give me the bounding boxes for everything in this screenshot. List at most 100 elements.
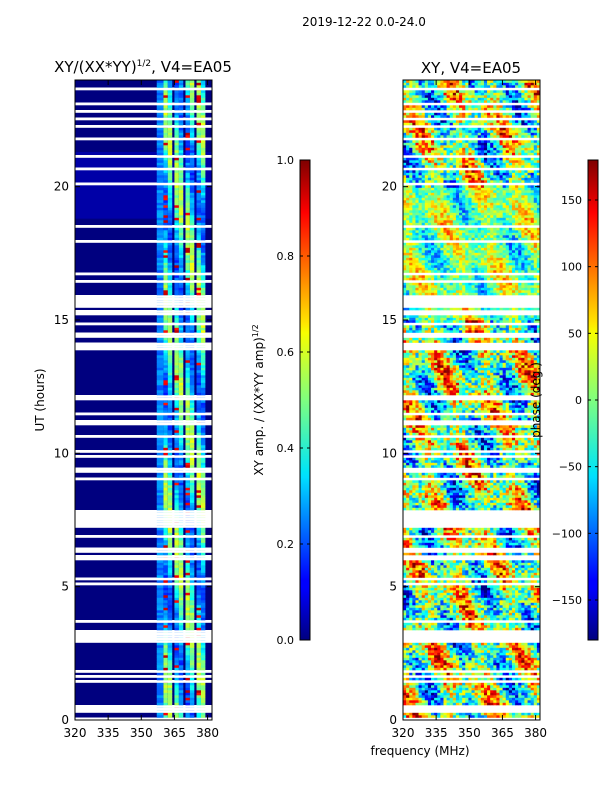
heatmap-cell [178,612,184,616]
heatmap-cell [178,232,184,236]
heatmap-cell [424,537,429,541]
heatmap-cell [156,97,164,101]
heatmap-cell [474,687,479,691]
heatmap-cell [156,495,164,498]
heatmap-cell [452,537,457,541]
heatmap-cell [167,175,173,178]
heatmap-cell [487,647,491,651]
heatmap-cell [178,235,184,238]
heatmap-cell [443,647,447,651]
heatmap-cell [446,625,451,628]
heatmap-cell [167,552,173,556]
heatmap-cell [449,697,454,701]
heatmap-cell [452,530,457,533]
heatmap-cell [521,690,525,693]
heatmap-cell [167,457,173,461]
heatmap-cell [443,560,447,563]
heatmap-cell [163,105,168,108]
heatmap-cell [167,217,173,221]
heatmap-cell [174,282,179,286]
heatmap-cell [189,157,195,161]
heatmap-cell [178,415,184,418]
heatmap-cell [196,607,201,611]
heatmap-cell [530,655,535,658]
heatmap-cell [452,545,457,548]
heatmap-cell [502,527,507,531]
heatmap-cell [200,532,206,536]
heatmap-cell [515,597,519,601]
heatmap-cell [527,665,531,668]
heatmap-cell [459,655,463,658]
heatmap-cell [446,607,451,611]
heatmap-cell [511,667,516,671]
heatmap-cell [524,647,528,651]
heatmap-cell [480,552,485,556]
heatmap-cell [174,480,179,483]
heatmap-cell [471,647,475,651]
heatmap-cell [189,690,195,693]
heatmap-cell [178,180,184,183]
heatmap-cell [163,690,168,693]
heatmap-cell [412,587,416,591]
heatmap-cell [446,702,451,706]
heatmap-cell [200,605,206,608]
heatmap-cell [406,652,410,656]
heatmap-cell [167,487,173,491]
heatmap-cell [424,562,429,566]
flagged-row [403,510,540,513]
heatmap-cell [483,657,488,661]
heatmap-cell [178,252,184,256]
heatmap-cell [174,340,179,343]
heatmap-cell [174,652,179,656]
heatmap-cell [167,500,173,503]
heatmap-cell [421,672,426,676]
heatmap-cell [189,542,195,546]
heatmap-cell [189,667,195,671]
heatmap-cell [178,172,184,176]
heatmap-cell [446,645,451,648]
heatmap-cell [499,685,503,688]
heatmap-cell [455,690,460,693]
heatmap-cell [490,542,494,546]
heatmap-cell [533,600,538,603]
heatmap-cell [424,595,429,598]
heatmap-cell [434,617,438,621]
heatmap-cell [200,212,206,216]
heatmap-cell [156,350,164,353]
heatmap-cell [174,682,179,686]
heatmap-cell [189,147,195,151]
heatmap-cell [189,702,195,706]
heatmap-cell [468,507,472,511]
flagged-row [75,297,212,301]
heatmap-cell [511,677,516,681]
heatmap-cell [185,657,190,661]
heatmap-cell [418,545,422,548]
heatmap-cell [196,500,201,503]
heatmap-cell [167,172,173,176]
heatmap-cell [483,532,488,536]
heatmap-cell [156,605,164,608]
heatmap-cell [465,575,469,578]
heatmap-cell [196,210,201,213]
heatmap-cell [421,690,426,693]
heatmap-cell [200,325,206,328]
heatmap-cell [185,502,190,506]
heatmap-cell [487,587,491,591]
heatmap-cell [156,170,164,173]
heatmap-cell [200,475,206,478]
heatmap-cell [518,540,522,543]
heatmap-cell [440,667,444,671]
heatmap-cell [459,567,463,571]
heatmap-cell [446,665,451,668]
heatmap-cell [462,562,466,566]
heatmap-cell [440,617,444,621]
heatmap-cell [418,657,422,661]
heatmap-cell [189,92,195,96]
heatmap-cell [518,575,522,578]
heatmap-cell [521,575,525,578]
heatmap-cell [480,602,485,606]
heatmap-cell [189,465,195,468]
heatmap-cell [185,677,190,681]
heatmap-cell [521,580,525,583]
